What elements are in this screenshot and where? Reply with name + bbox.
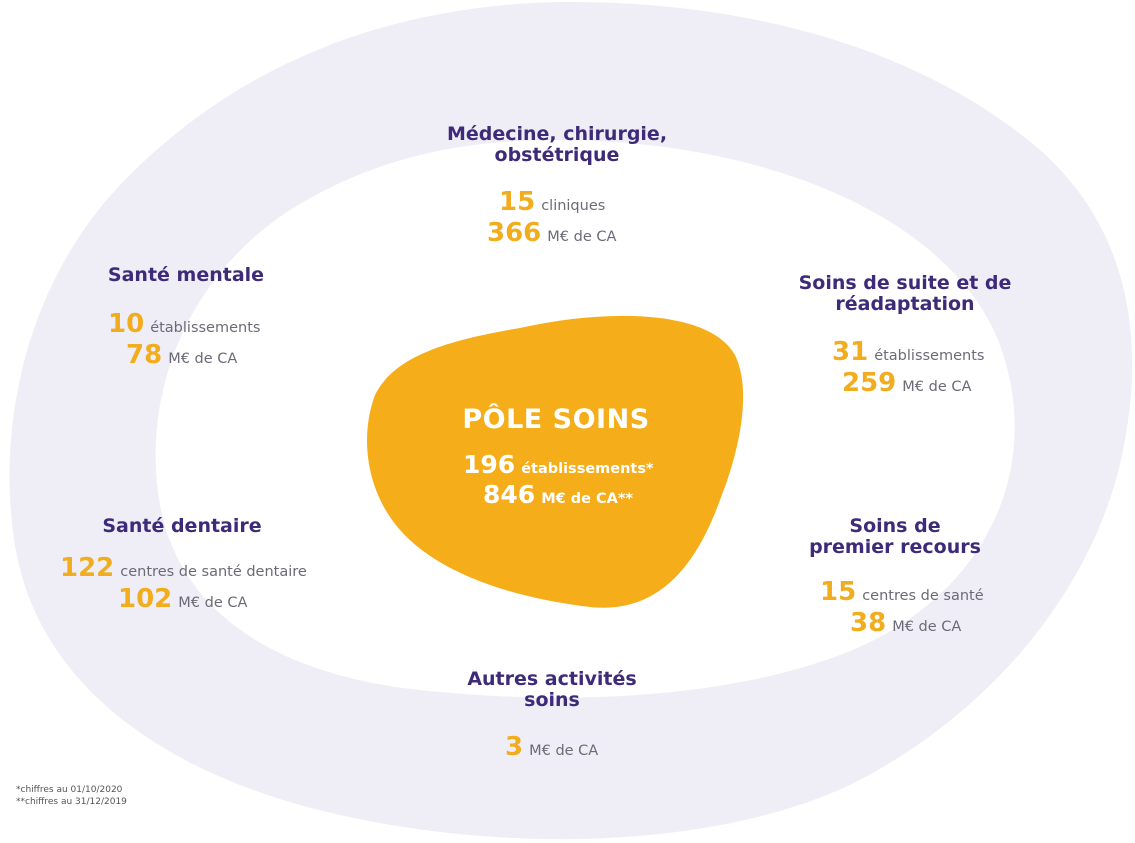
footnote-2: **chiffres au 31/12/2019: [16, 797, 127, 807]
footnotes: *chiffres au 01/10/2020 **chiffres au 31…: [16, 784, 127, 808]
mco-clinics-number: 15: [499, 187, 536, 217]
other-title-line1: Autres activités: [467, 668, 637, 690]
center-blob: [367, 315, 744, 608]
primary-centers-number: 15: [820, 577, 857, 607]
primary-revenue-number: 38: [850, 608, 887, 638]
mco-revenue-unit: M€ de CA: [547, 229, 617, 245]
primary-title-line1: Soins de: [849, 515, 941, 537]
mco-revenue-number: 366: [487, 218, 542, 248]
mental-establishments-unit: établissements: [150, 320, 261, 336]
center-revenue: 846 M€ de CA**: [483, 480, 633, 514]
footnote-1: *chiffres au 01/10/2020: [16, 785, 123, 795]
center-establishments-number: 196: [463, 450, 516, 479]
mental-title: Santé mentale: [107, 264, 265, 286]
dental-centers-unit: centres de santé dentaire: [120, 564, 307, 580]
center-revenue-unit: M€ de CA**: [541, 491, 634, 507]
dental-revenue-number: 102: [118, 584, 173, 614]
mco-clinics: 15 cliniques: [499, 187, 605, 221]
ssr-revenue-unit: M€ de CA: [902, 379, 972, 395]
ssr-establishments: 31 établissements: [832, 337, 984, 371]
center-title: PÔLE SOINS: [462, 404, 650, 435]
center-establishments: 196 établissements*: [463, 450, 654, 484]
primary-centers: 15 centres de santé: [820, 577, 984, 611]
ssr-revenue-number: 259: [842, 368, 897, 398]
mco-title: Médecine, chirurgie, obstétrique: [417, 124, 697, 166]
other-revenue-unit: M€ de CA: [529, 743, 599, 759]
mco-title-line2: obstétrique: [494, 144, 620, 166]
mco-revenue: 366 M€ de CA: [487, 218, 616, 252]
primary-title: Soins de premier recours: [790, 516, 1000, 558]
other-revenue: 3 M€ de CA: [505, 732, 598, 766]
mental-revenue: 78 M€ de CA: [126, 340, 237, 374]
other-title: Autres activités soins: [452, 669, 652, 711]
dental-centers: 122 centres de santé dentaire: [60, 553, 307, 587]
dental-revenue-unit: M€ de CA: [178, 595, 248, 611]
mco-clinics-unit: cliniques: [541, 198, 606, 214]
mental-establishments: 10 établissements: [108, 309, 260, 343]
primary-title-line2: premier recours: [809, 536, 981, 558]
mental-revenue-number: 78: [126, 340, 163, 370]
mental-revenue-unit: M€ de CA: [168, 351, 238, 367]
center-revenue-number: 846: [483, 480, 536, 509]
mco-title-line1: Médecine, chirurgie,: [446, 123, 668, 145]
ssr-establishments-unit: établissements: [874, 348, 985, 364]
ssr-title-line2: réadaptation: [835, 293, 975, 315]
primary-revenue: 38 M€ de CA: [850, 608, 961, 642]
dental-revenue: 102 M€ de CA: [118, 584, 247, 618]
other-revenue-number: 3: [505, 732, 524, 762]
ssr-title-line1: Soins de suite et de: [798, 272, 1012, 294]
ssr-revenue: 259 M€ de CA: [842, 368, 971, 402]
center-establishments-unit: établissements*: [521, 461, 654, 477]
primary-centers-unit: centres de santé: [862, 588, 984, 604]
dental-title: Santé dentaire: [102, 515, 262, 537]
primary-revenue-unit: M€ de CA: [892, 619, 962, 635]
mental-establishments-number: 10: [108, 309, 145, 339]
other-title-line2: soins: [524, 689, 580, 711]
ssr-title: Soins de suite et de réadaptation: [785, 273, 1025, 315]
ssr-establishments-number: 31: [832, 337, 869, 367]
dental-centers-number: 122: [60, 553, 115, 583]
